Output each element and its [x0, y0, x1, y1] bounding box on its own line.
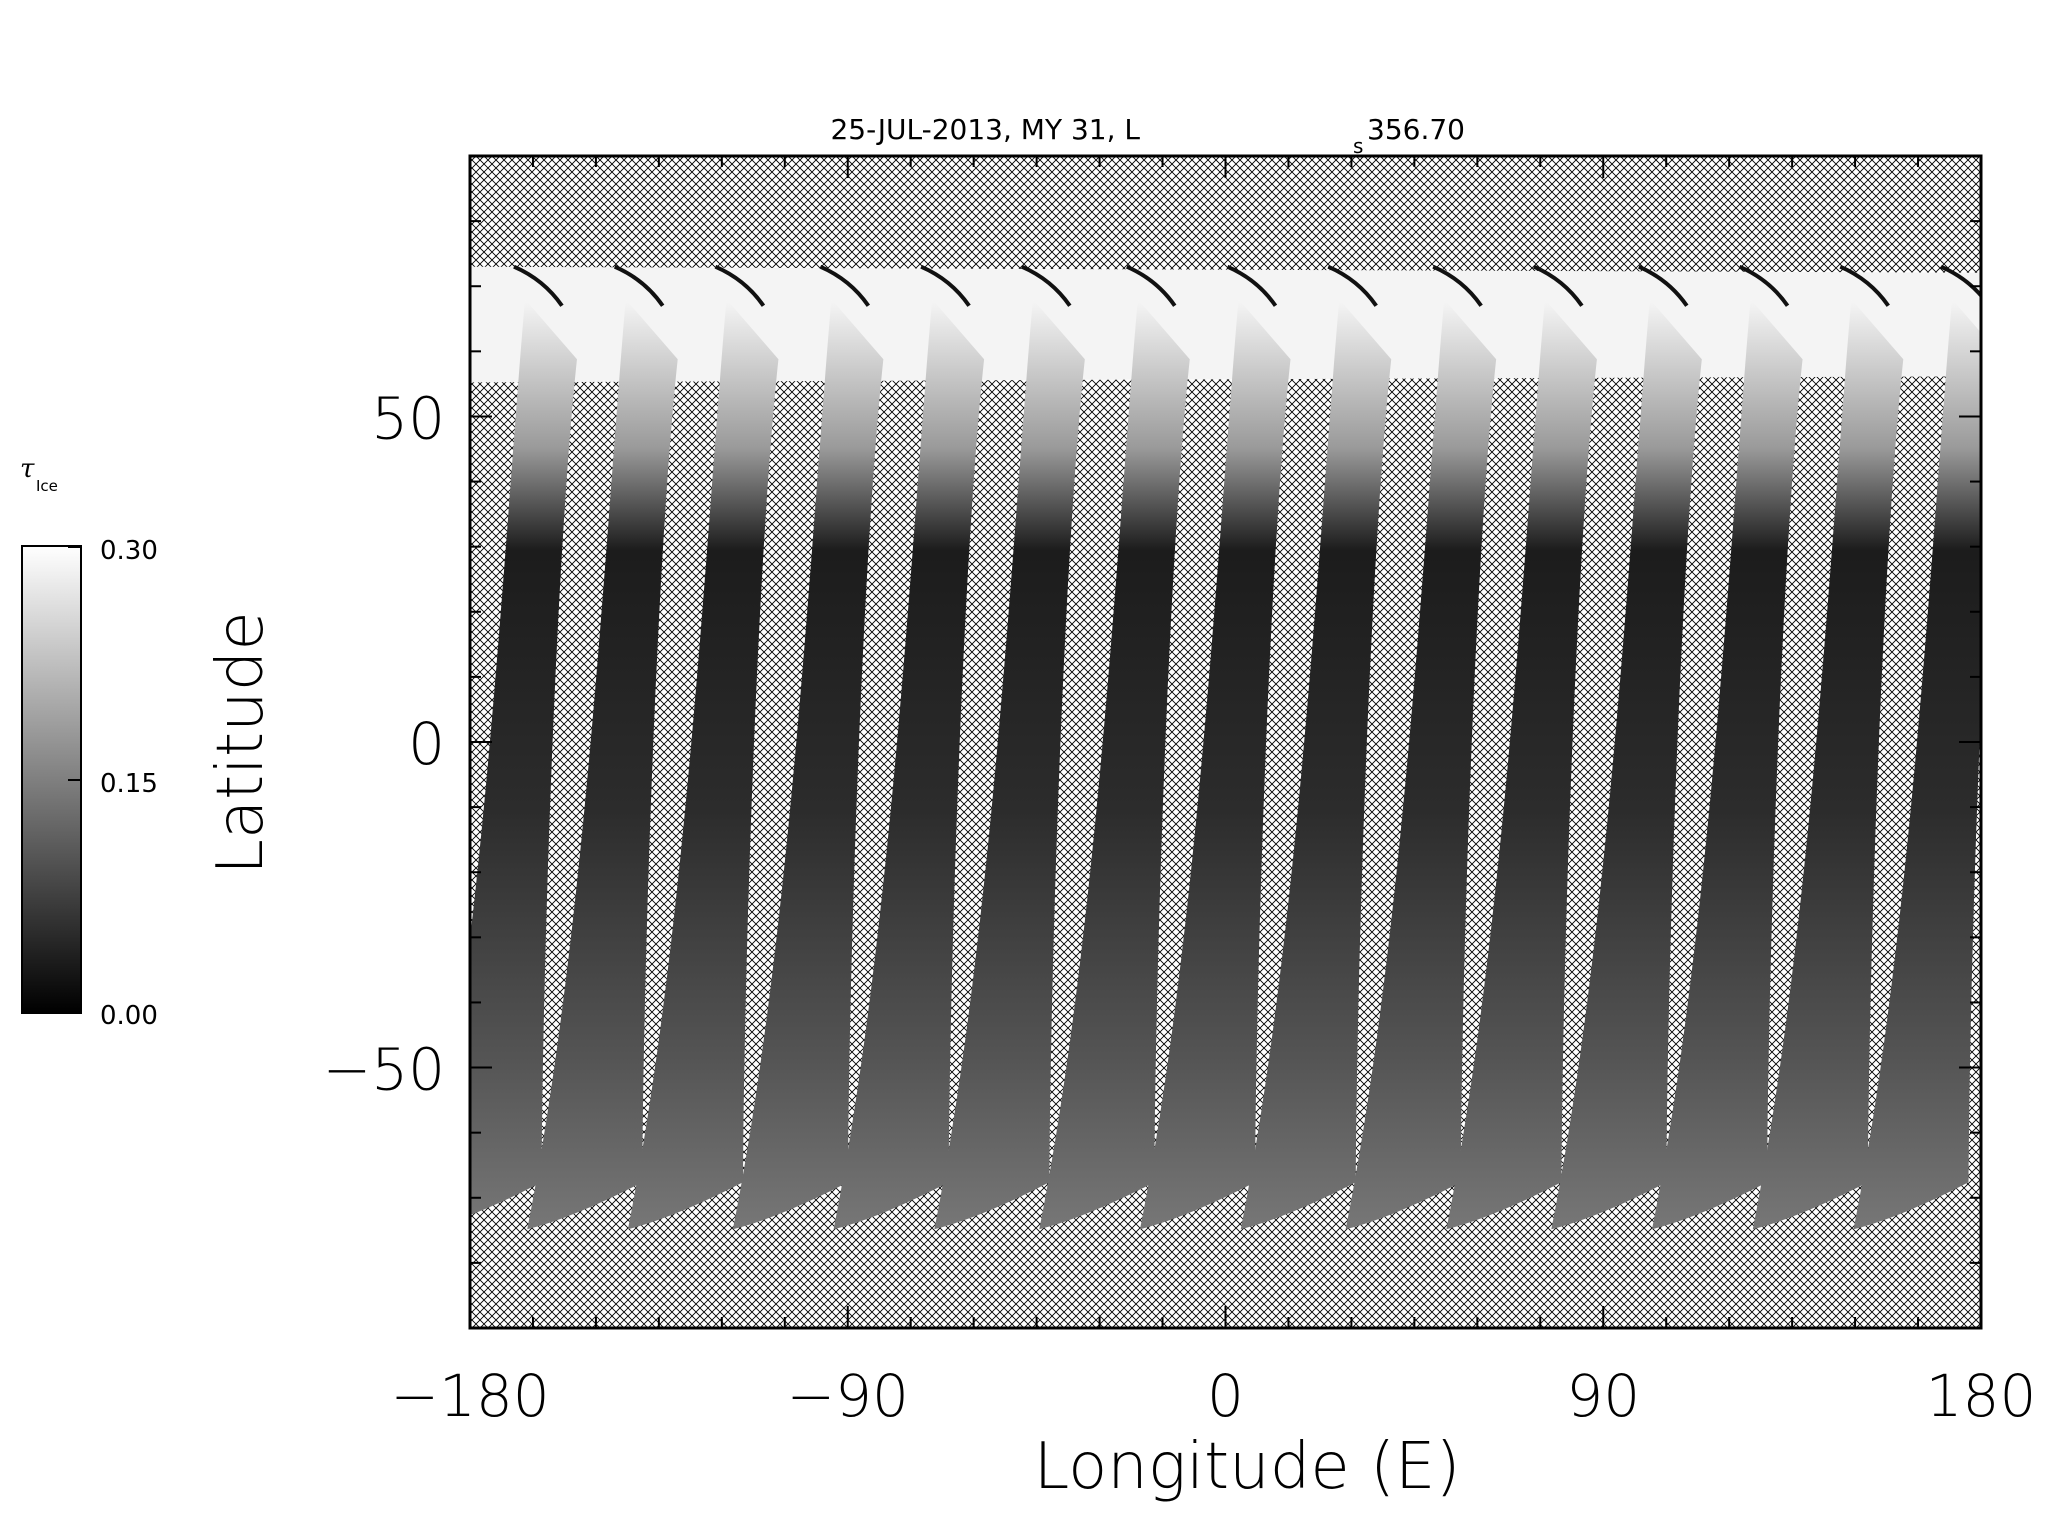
y-tick-label: 50 — [371, 384, 445, 452]
swath-limb-4 — [920, 264, 971, 307]
swath-8 — [1240, 299, 1392, 1230]
x-axis-label: Longitude (E) — [1034, 1430, 1461, 1504]
swath-limb-14 — [1940, 264, 1981, 299]
swath-2 — [627, 299, 779, 1230]
swath-layer — [470, 264, 1981, 1230]
x-tick-label: 0 — [1207, 1362, 1244, 1430]
x-tick-label: 90 — [1566, 1362, 1640, 1430]
colorbar-tick-label-max: 0.30 — [100, 536, 158, 566]
swath-limb-0 — [513, 264, 564, 307]
swath-0 — [470, 299, 577, 1216]
axis-ticks — [469, 155, 1982, 1329]
colorbar-tick-label-min: 0.00 — [100, 1001, 158, 1031]
swath-14 — [1853, 299, 1981, 1230]
chart-title-tail: 356.70 — [1367, 113, 1465, 146]
axis-tick-labels: −180 −90 0 90 180 −50 0 50 — [323, 384, 2037, 1430]
swath-limb-3 — [819, 264, 871, 307]
swath-limb-2 — [714, 264, 766, 307]
swath-13 — [1752, 299, 1904, 1230]
swath-3 — [732, 299, 884, 1230]
chart-title-subscript: s — [1353, 134, 1363, 158]
swath-limb-6 — [1125, 264, 1177, 307]
swath-limb-5 — [1021, 264, 1072, 307]
colorbar-ticks — [68, 546, 81, 1013]
swath-1 — [527, 299, 678, 1230]
swath-limb-1 — [613, 264, 665, 307]
colorbar-tick-label-mid: 0.15 — [100, 769, 158, 799]
x-tick-label: −90 — [787, 1362, 909, 1430]
colorbar-label-subscript: Ice — [36, 477, 58, 495]
swath-limb-12 — [1738, 264, 1790, 307]
chart-title: 25-JUL-2013, MY 31, L — [830, 113, 1140, 146]
y-axis-label: Latitude — [204, 611, 278, 874]
swath-limb-9 — [1432, 264, 1483, 307]
swath-4 — [833, 299, 985, 1230]
swath-6 — [1039, 299, 1190, 1230]
x-tick-label: −180 — [390, 1362, 549, 1430]
colorbar-label: τ — [20, 454, 35, 484]
swath-12 — [1652, 299, 1803, 1230]
swath-limb-7 — [1226, 264, 1278, 307]
x-tick-label: 180 — [1926, 1362, 2037, 1430]
y-tick-label: −50 — [323, 1036, 445, 1104]
swath-7 — [1140, 299, 1291, 1230]
swath-5 — [934, 299, 1085, 1230]
swath-limb-10 — [1533, 264, 1584, 307]
swath-9 — [1345, 299, 1497, 1230]
y-tick-label: 0 — [408, 710, 445, 778]
swath-limb-11 — [1638, 264, 1689, 307]
chart-title-main: 25-JUL-2013, MY 31, L — [830, 113, 1140, 146]
swath-limb-8 — [1327, 264, 1378, 307]
swath-limb-13 — [1839, 264, 1890, 307]
swath-10 — [1446, 299, 1597, 1230]
swath-11 — [1551, 299, 1702, 1230]
